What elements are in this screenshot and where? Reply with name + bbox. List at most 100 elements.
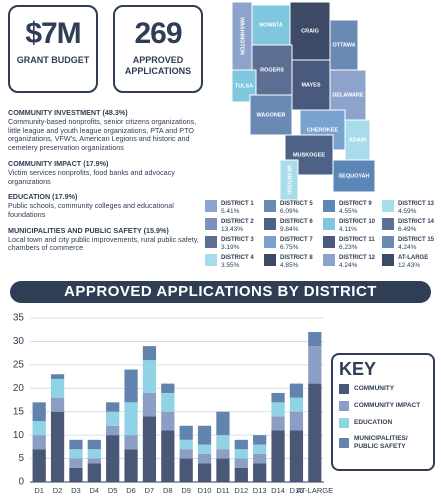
- legend-swatch: [339, 437, 349, 448]
- district-swatch: [323, 218, 335, 230]
- x-tick-label: D8: [163, 486, 173, 495]
- x-tick-label: D2: [53, 486, 63, 495]
- bar-segment: [234, 449, 248, 459]
- legend-item: EDUCATION: [339, 418, 427, 428]
- bar-segment: [69, 449, 83, 459]
- bar-segment: [87, 449, 101, 459]
- bar-segment: [87, 439, 101, 450]
- legend-label: COMMUNITY: [354, 385, 395, 393]
- bar-segment: [69, 439, 83, 450]
- bar-segment: [124, 402, 138, 436]
- legend-swatch: [339, 384, 349, 394]
- county-label: MCINTOSH: [286, 165, 292, 194]
- bar-segment: [179, 439, 193, 450]
- district-name: DISTRICT 10: [339, 219, 376, 225]
- district-pct: 4.11%: [339, 226, 357, 233]
- legend-item: COMMUNITY IMPACT: [339, 401, 427, 411]
- bar-segment: [308, 346, 322, 384]
- bar-segment: [271, 402, 285, 417]
- x-tick-label: D6: [126, 486, 136, 495]
- district-swatch: [382, 218, 394, 230]
- district-swatch: [264, 200, 276, 212]
- bar-segment: [253, 453, 267, 464]
- bar-segment: [106, 425, 120, 436]
- bar-segment: [50, 378, 65, 398]
- district-swatch: [205, 218, 217, 230]
- chart-title: APPROVED APPLICATIONS BY DISTRICT: [10, 281, 431, 303]
- county-label: CHEROKEE: [307, 127, 339, 133]
- bar-segment: [253, 463, 267, 482]
- bar-segment: [32, 435, 46, 450]
- district-name: DISTRICT 4: [221, 255, 254, 261]
- district-name: DISTRICT 3: [221, 237, 254, 243]
- county-label: CRAIG: [301, 28, 319, 34]
- county-label: WASHINGTON: [239, 17, 245, 55]
- district-pct: 6.75%: [280, 244, 299, 251]
- district-pct: 4.59%: [398, 208, 417, 215]
- district-pct: 6.49%: [398, 226, 417, 233]
- bar-segment: [179, 458, 193, 482]
- bar-segment: [289, 411, 304, 431]
- bar-segment: [234, 439, 248, 450]
- bar-segment: [142, 416, 157, 482]
- bar-segment: [253, 435, 267, 445]
- y-tick-label: 5: [18, 453, 24, 464]
- bar-segment: [106, 402, 120, 412]
- stat-box: 269 APPROVED APPLICATIONS: [113, 5, 203, 93]
- x-tick-label: D10: [198, 486, 212, 495]
- bar-segment: [289, 430, 304, 482]
- legend-label: MUNICIPALITIES/ PUBLIC SAFETY: [354, 435, 408, 450]
- bar-segment: [216, 449, 230, 459]
- bar-segment: [161, 411, 175, 431]
- bar-segment: [197, 463, 212, 482]
- x-tick-label: D1: [34, 486, 44, 495]
- county-label: MAYES: [301, 82, 320, 88]
- bar-segment: [216, 435, 230, 450]
- block-text: Public schools, community colleges and e…: [8, 201, 174, 219]
- district-swatch: [382, 254, 394, 266]
- district-pct: 5.41%: [221, 208, 240, 215]
- bar-segment: [50, 374, 65, 379]
- district-name: DISTRICT 5: [280, 201, 313, 207]
- district-pct: 4.24%: [339, 262, 358, 269]
- county-label: ADAIR: [349, 137, 366, 143]
- district-swatch: [205, 236, 217, 248]
- district-pct: 12.43%: [398, 262, 420, 269]
- bar-segment: [289, 397, 304, 412]
- district-pct: 13.43%: [221, 226, 243, 233]
- district-swatch: [323, 236, 335, 248]
- stat-value: 269: [134, 17, 182, 50]
- bar-segment: [69, 467, 83, 482]
- district-pct: 3.55%: [221, 262, 240, 269]
- district-name: DISTRICT 8: [280, 255, 313, 261]
- bar-segment: [106, 435, 120, 482]
- district-name: AT-LARGE: [398, 255, 428, 261]
- county-label: DELAWARE: [332, 92, 364, 98]
- county-label: NOWATA: [259, 22, 283, 28]
- map-and-districts: WASHINGTON NOWATA CRAIG OTTAWA ROGERS TULSA MA…: [205, 1, 435, 269]
- district-pct: 3.19%: [221, 244, 240, 251]
- district-pct: 4.55%: [339, 208, 358, 215]
- stat-value: $7M: [25, 17, 81, 50]
- district-name: DISTRICT 13: [398, 201, 435, 207]
- y-tick-label: 25: [13, 359, 25, 370]
- x-tick-label: D13: [253, 486, 267, 495]
- legend: KEY COMMUNITY COMMUNITY IMPACT EDUCATION MU…: [331, 353, 435, 471]
- district-pct: 6.09%: [280, 208, 299, 215]
- y-tick-label: 15: [13, 406, 25, 417]
- bar-segment: [216, 411, 230, 436]
- block-heading: COMMUNITY IMPACT (17.9%): [8, 158, 109, 168]
- x-tick-label: D5: [108, 486, 118, 495]
- county: [329, 69, 367, 121]
- category-blocks: COMMUNITY INVESTMENT (48.3%) Community-b…: [8, 102, 203, 253]
- county: [279, 159, 299, 201]
- bar-segment: [234, 467, 248, 482]
- x-tick-label: D9: [181, 486, 191, 495]
- x-tick-label: D15: [290, 486, 304, 495]
- county-label: OTTAWA: [332, 42, 355, 48]
- legend-swatch: [339, 418, 349, 428]
- district-pct: 4.24%: [398, 244, 417, 251]
- district-name: DISTRICT 2: [221, 219, 254, 225]
- district-name: DISTRICT 14: [398, 219, 435, 225]
- county: [332, 159, 376, 193]
